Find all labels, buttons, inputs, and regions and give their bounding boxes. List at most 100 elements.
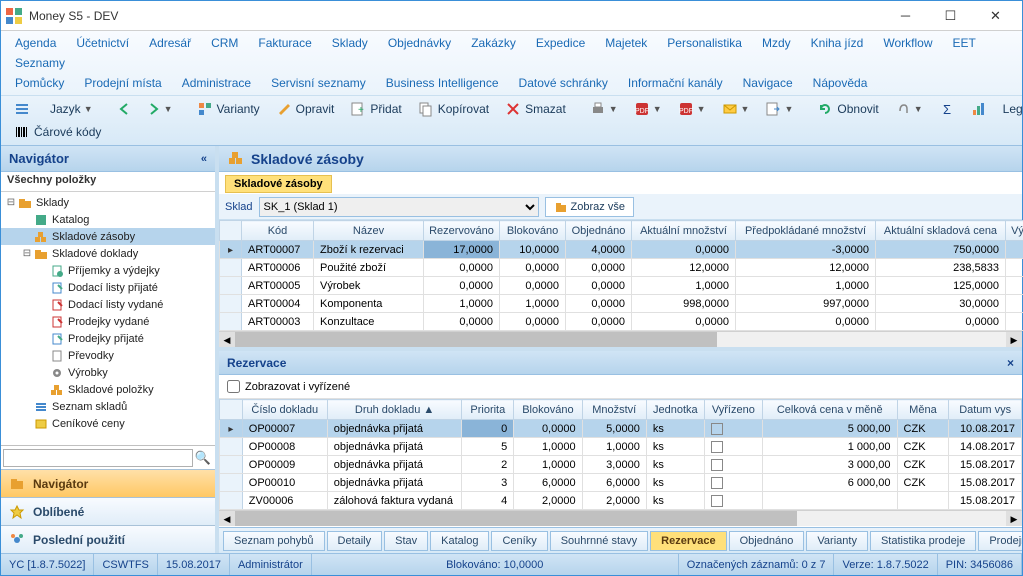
print-button[interactable]: ▼ xyxy=(583,98,625,120)
tab-souhrnné-stavy[interactable]: Souhrnné stavy xyxy=(550,531,648,551)
export-button[interactable]: ▼ xyxy=(758,98,800,120)
statusbar: YC [1.8.7.5022] CSWTFS 15.08.2017 Admini… xyxy=(1,553,1022,575)
menu-mzdy[interactable]: Mzdy xyxy=(752,33,801,53)
tree-node[interactable]: Převodky xyxy=(1,347,215,364)
tree-node[interactable]: Skladové položky xyxy=(1,381,215,398)
pdf2-button[interactable]: PDF▼ xyxy=(671,98,713,120)
navigator-subtitle: Všechny položky xyxy=(1,172,215,192)
menu-zakázky[interactable]: Zakázky xyxy=(461,33,526,53)
kopirovat-button[interactable]: Kopírovat xyxy=(411,98,496,120)
tree-node[interactable]: ⊟Skladové doklady xyxy=(1,245,215,262)
pridat-button[interactable]: +Přidat xyxy=(343,98,408,120)
menu-informační kanály[interactable]: Informační kanály xyxy=(618,73,733,93)
chart-button[interactable] xyxy=(964,98,994,120)
sum-button[interactable]: Σ xyxy=(932,98,962,120)
svg-text:Σ: Σ xyxy=(943,102,951,117)
menu-sklady[interactable]: Sklady xyxy=(322,33,378,53)
menu-fakturace[interactable]: Fakturace xyxy=(248,33,321,53)
menu-seznamy[interactable]: Seznamy xyxy=(5,53,75,73)
menu-účetnictví[interactable]: Účetnictví xyxy=(66,33,139,53)
main-header: Skladové zásoby xyxy=(219,146,1022,172)
tree-node[interactable]: Seznam skladů xyxy=(1,398,215,415)
tab-katalog[interactable]: Katalog xyxy=(430,531,489,551)
menu-administrace[interactable]: Administrace xyxy=(172,73,261,93)
navigator-search-input[interactable] xyxy=(3,449,193,467)
menu-datové schránky[interactable]: Datové schránky xyxy=(509,73,618,93)
menubar: AgendaÚčetnictvíAdresářCRMFakturaceSklad… xyxy=(1,31,1022,96)
menu-business intelligence[interactable]: Business Intelligence xyxy=(376,73,509,93)
menu-workflow[interactable]: Workflow xyxy=(873,33,942,53)
rezervace-close-icon[interactable]: × xyxy=(1007,356,1014,370)
pdf-button[interactable]: PDF▼ xyxy=(627,98,669,120)
menu-adresář[interactable]: Adresář xyxy=(139,33,201,53)
status-pin: PIN: 3456086 xyxy=(938,554,1022,575)
detail-tabstrip[interactable]: Seznam pohybůDetailyStavKatalogCeníkySou… xyxy=(219,527,1022,553)
breadcrumb: Skladové zásoby xyxy=(219,172,1022,194)
close-button[interactable]: ✕ xyxy=(973,2,1018,30)
opravit-button[interactable]: Opravit xyxy=(269,98,342,120)
stock-grid[interactable]: KódNázevRezervovánoBlokovánoObjednánoAkt… xyxy=(219,220,1022,351)
status-verze: Verze: 1.8.7.5022 xyxy=(834,554,937,575)
stack-navigator[interactable]: Navigátor xyxy=(1,469,215,497)
status-user: Administrátor xyxy=(230,554,312,575)
status-date: 15.08.2017 xyxy=(158,554,230,575)
tree-node[interactable]: Příjemky a výdejky xyxy=(1,262,215,279)
tab-statistika-prodeje[interactable]: Statistika prodeje xyxy=(870,531,976,551)
arrow-left-icon[interactable] xyxy=(110,98,138,120)
menu-prodejní místa[interactable]: Prodejní místa xyxy=(74,73,171,93)
menu-navigace[interactable]: Navigace xyxy=(733,73,803,93)
list-view-button[interactable] xyxy=(7,98,41,120)
legenda-button[interactable]: Legenda xyxy=(996,98,1023,120)
tab-objednáno[interactable]: Objednáno xyxy=(729,531,805,551)
rezervace-grid[interactable]: Číslo dokladuDruh dokladu ▲PrioritaBloko… xyxy=(219,399,1022,527)
stack-favorites[interactable]: Oblíbené xyxy=(1,497,215,525)
menu-objednávky[interactable]: Objednávky xyxy=(378,33,461,53)
arrow-right-icon[interactable]: ▼ xyxy=(140,98,180,120)
mail-button[interactable]: ▼ xyxy=(715,98,757,120)
minimize-button[interactable]: ─ xyxy=(883,2,928,30)
tab-rezervace[interactable]: Rezervace xyxy=(650,531,726,551)
language-button[interactable]: Jazyk▼ xyxy=(43,98,100,120)
tab-detaily[interactable]: Detaily xyxy=(327,531,383,551)
stack-recent[interactable]: Poslední použití xyxy=(1,525,215,553)
menu-personalistika[interactable]: Personalistika xyxy=(657,33,752,53)
tree-node[interactable]: Skladové zásoby xyxy=(1,228,215,245)
attach-button[interactable]: ▼ xyxy=(888,98,930,120)
tree-node[interactable]: Dodací listy přijaté xyxy=(1,279,215,296)
menu-kniha jízd[interactable]: Kniha jízd xyxy=(801,33,874,53)
menu-servisní seznamy[interactable]: Servisní seznamy xyxy=(261,73,376,93)
menu-eet[interactable]: EET xyxy=(942,33,985,53)
barcode-button[interactable]: Čárové kódy xyxy=(7,121,108,143)
tree-node[interactable]: Prodejky vydané xyxy=(1,313,215,330)
tree-node[interactable]: Prodejky přijaté xyxy=(1,330,215,347)
tree-node[interactable]: Výrobky xyxy=(1,364,215,381)
tree-node[interactable]: Ceníkové ceny xyxy=(1,415,215,432)
menu-agenda[interactable]: Agenda xyxy=(5,33,66,53)
status-blocked: Blokováno: 10,0000 xyxy=(312,554,679,575)
smazat-button[interactable]: Smazat xyxy=(498,98,573,120)
sklad-select[interactable]: SK_1 (Sklad 1) xyxy=(259,197,539,217)
tab-stav[interactable]: Stav xyxy=(384,531,428,551)
search-icon[interactable]: 🔍 xyxy=(193,450,213,466)
menu-crm[interactable]: CRM xyxy=(201,33,248,53)
tree-node[interactable]: Dodací listy vydané xyxy=(1,296,215,313)
menu-pomůcky[interactable]: Pomůcky xyxy=(5,73,74,93)
tree-node[interactable]: ⊟Sklady xyxy=(1,194,215,211)
menu-majetek[interactable]: Majetek xyxy=(595,33,657,53)
main-panel: Skladové zásoby Skladové zásoby Sklad SK… xyxy=(219,146,1022,553)
varianty-button[interactable]: Varianty xyxy=(190,98,267,120)
navigator-tree[interactable]: ⊟SkladyKatalogSkladové zásoby⊟Skladové d… xyxy=(1,192,215,445)
collapse-icon[interactable]: « xyxy=(201,153,207,165)
show-done-checkbox[interactable]: Zobrazovat i vyřízené xyxy=(219,375,1022,399)
tab-prodejní-ceny[interactable]: Prodejní ceny xyxy=(978,531,1022,551)
tab-varianty[interactable]: Varianty xyxy=(806,531,868,551)
show-all-button[interactable]: Zobraz vše xyxy=(545,197,634,217)
menu-expedice[interactable]: Expedice xyxy=(526,33,595,53)
maximize-button[interactable]: ☐ xyxy=(928,2,973,30)
tab-seznam-pohybů[interactable]: Seznam pohybů xyxy=(223,531,325,551)
tree-node[interactable]: Katalog xyxy=(1,211,215,228)
menu-nápověda[interactable]: Nápověda xyxy=(803,73,878,93)
obnovit-button[interactable]: Obnovit xyxy=(810,98,885,120)
navigator-panel: Navigátor « Všechny položky ⊟SkladyKatal… xyxy=(1,146,219,553)
tab-ceníky[interactable]: Ceníky xyxy=(491,531,547,551)
